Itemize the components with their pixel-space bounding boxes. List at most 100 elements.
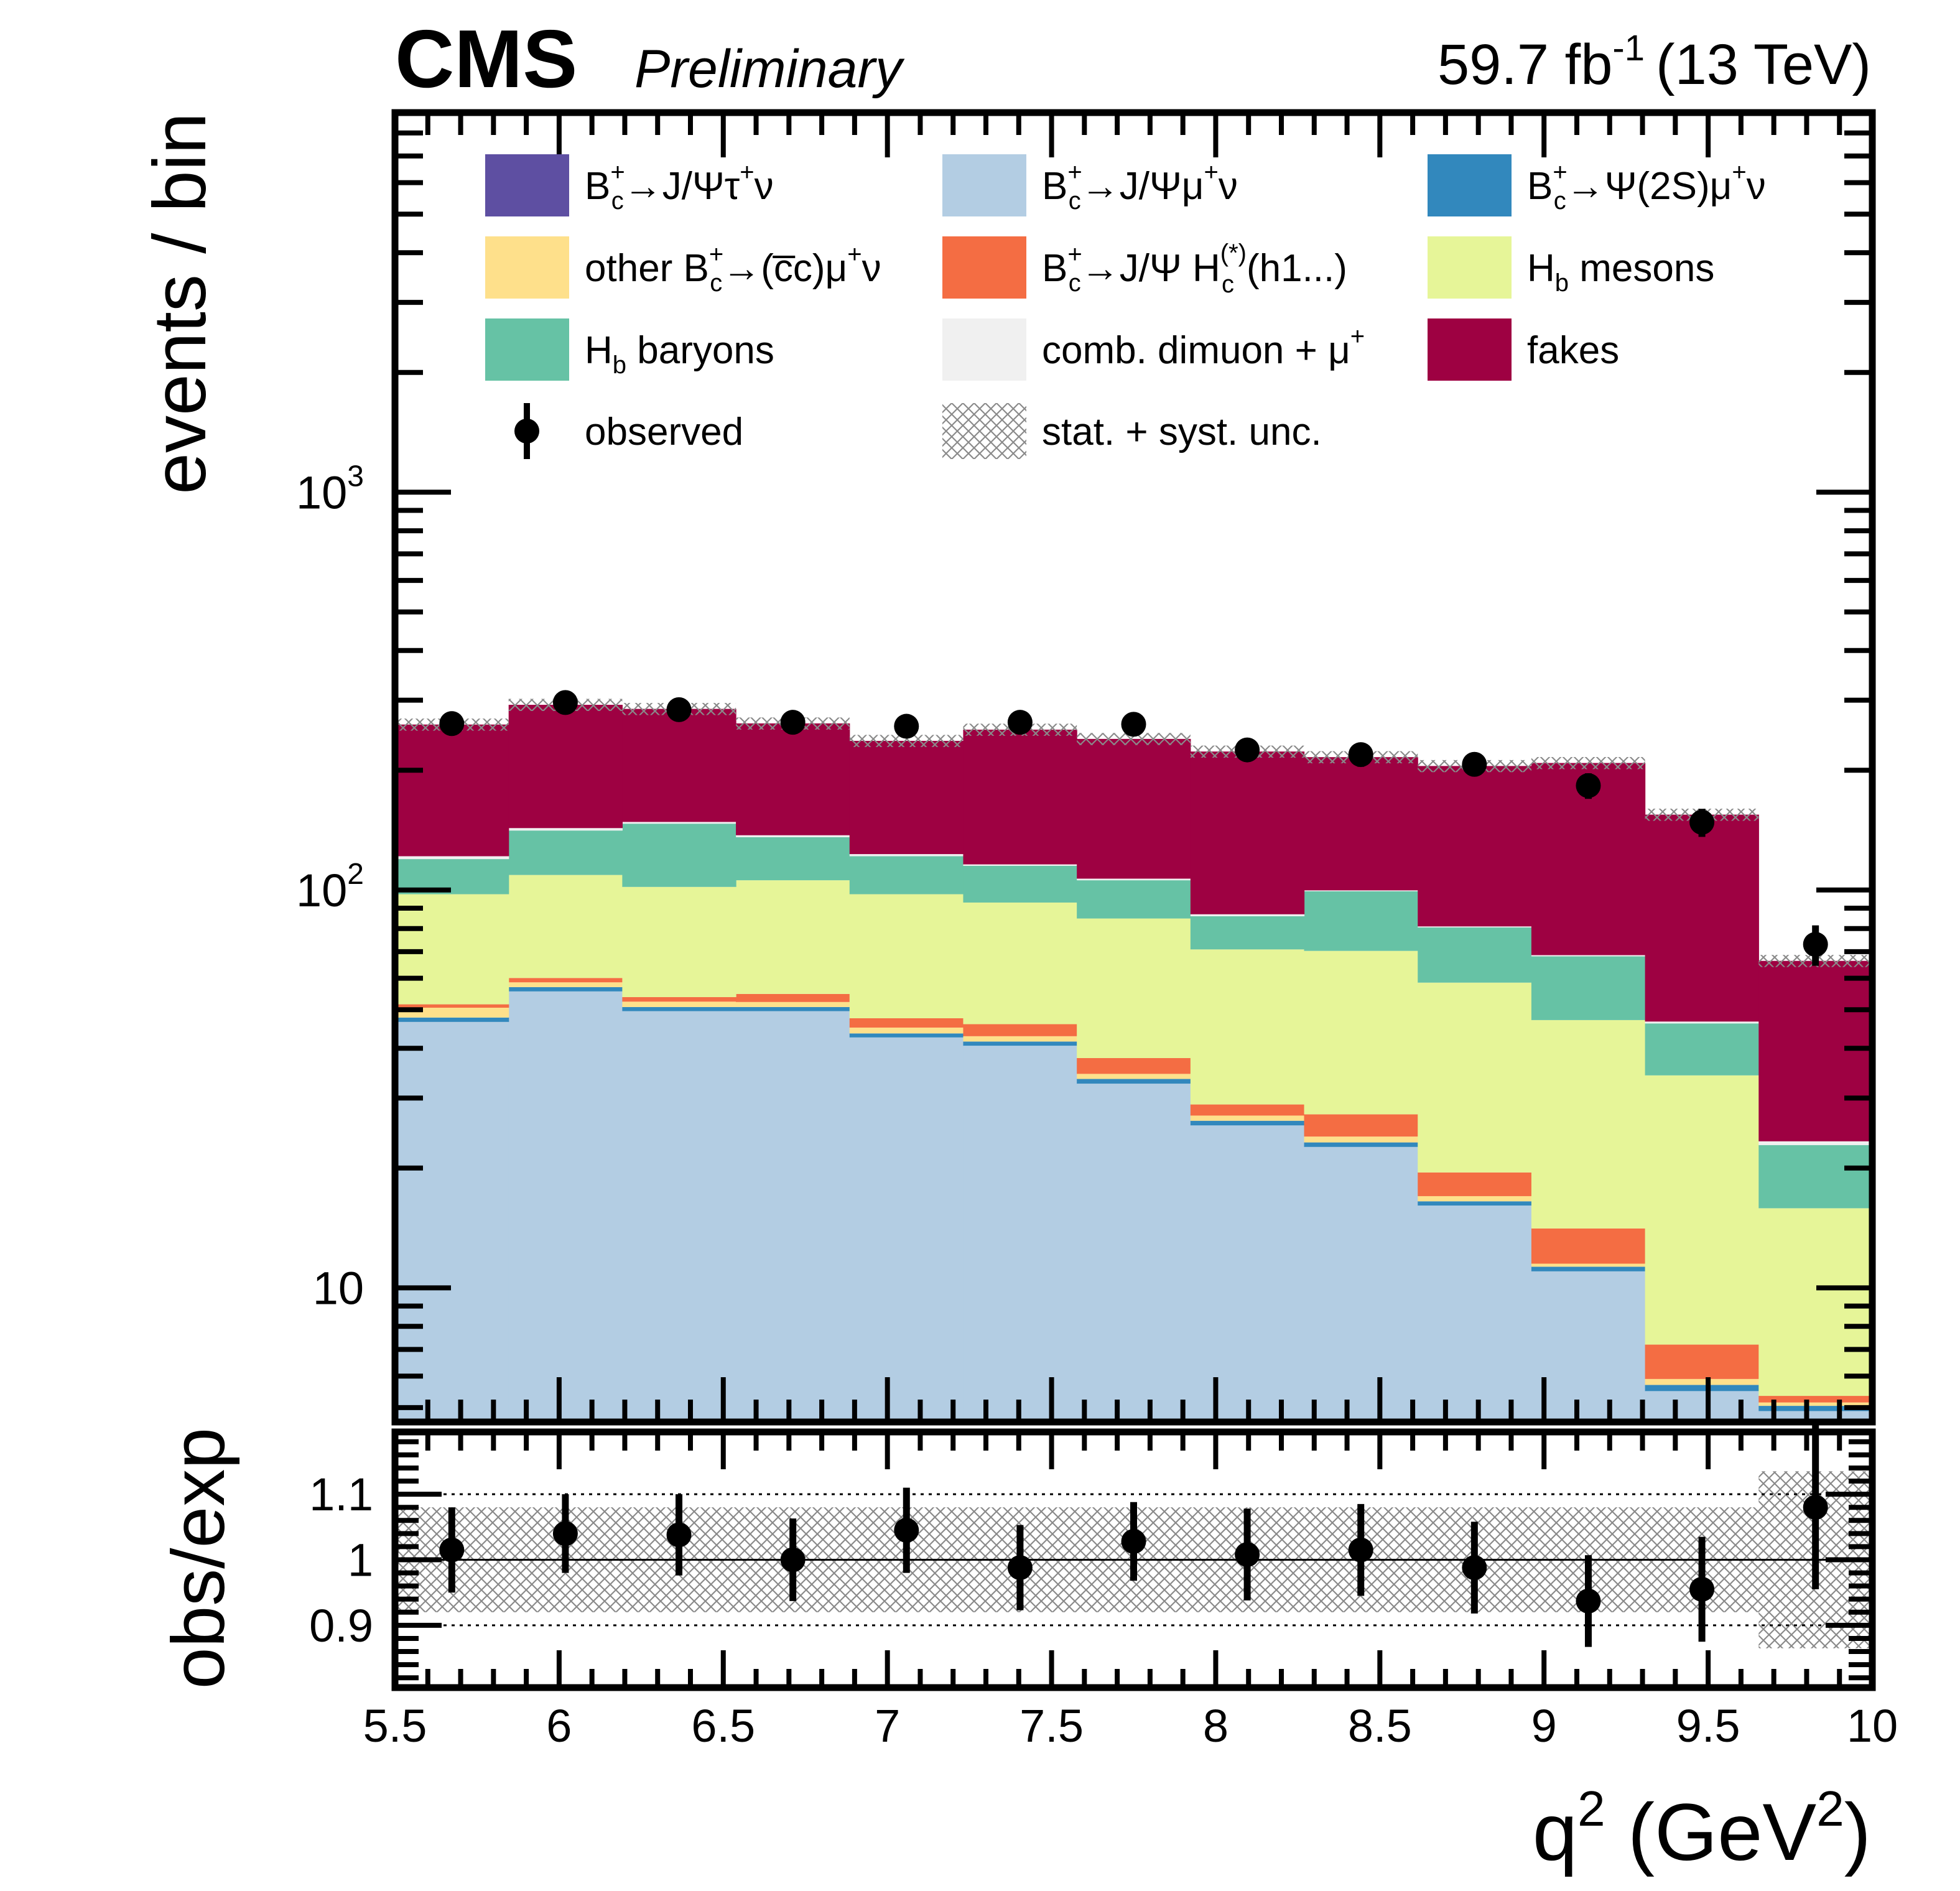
other_bc-bar <box>1645 1378 1759 1385</box>
legend-label-text: fakes <box>1527 329 1619 372</box>
bc_jpsi_mu-bar <box>963 1046 1077 1422</box>
hb_baryons-bar <box>508 830 623 875</box>
legend-label-text: B <box>1527 165 1553 208</box>
bc_jpsi_mu-bar <box>508 991 623 1422</box>
hb_mesons-bar <box>1077 918 1191 1059</box>
legend-label-text: H <box>585 329 613 372</box>
legend-label-sub: c <box>710 269 722 297</box>
hb_baryons-bar <box>736 837 850 881</box>
comb_dimuon-bar <box>1645 1021 1759 1024</box>
legend-entry: B+ c→J/Ψ H(*) c (h1...) <box>942 236 1347 299</box>
bc_jpsi_hc-bar <box>1304 1114 1418 1137</box>
comb_dimuon-bar <box>849 854 964 857</box>
other_bc-bar <box>736 1001 850 1007</box>
bc_psi2s_mu-bar <box>849 1033 964 1038</box>
x-tick-label: 8 <box>1203 1700 1228 1752</box>
hb_mesons-bar <box>849 894 964 1018</box>
legend-label-text: B <box>585 165 610 208</box>
legend-entry: observed <box>514 403 743 459</box>
legend-label-sup: + <box>1350 323 1365 350</box>
comb_dimuon-bar <box>622 822 736 824</box>
legend-label-sub: c <box>1069 269 1081 297</box>
hb_mesons-bar <box>508 875 623 978</box>
legend-label-sub: c <box>1222 271 1234 298</box>
legend-label-sup: + <box>1067 241 1082 268</box>
bc_jpsi_hc-bar <box>1645 1344 1759 1379</box>
legend-entry: fakes <box>1428 318 1619 381</box>
observed-point <box>666 697 692 722</box>
x-tick-label: 7.5 <box>1019 1700 1084 1752</box>
x-title-base: q <box>1533 1786 1577 1877</box>
legend-label-text: stat. + syst. unc. <box>1042 411 1322 453</box>
legend-swatch <box>942 318 1026 381</box>
legend-label: B+ c→J/Ψ H(*) c (h1...) <box>1042 239 1347 298</box>
bc_jpsi_hc-bar <box>508 978 623 983</box>
legend-swatch <box>1428 154 1512 216</box>
unc-hatch <box>1531 757 1645 769</box>
ratio-point <box>894 1518 919 1543</box>
hb_mesons-bar <box>963 902 1077 1024</box>
stacked-histogram <box>395 705 1872 1422</box>
observed-point <box>1348 742 1373 768</box>
other_bc-bar <box>1077 1074 1191 1079</box>
legend-label-text: H <box>1527 247 1555 290</box>
hb_mesons-bar <box>622 886 736 997</box>
bc_psi2s_mu-bar <box>1077 1079 1191 1084</box>
hb_mesons-bar <box>1418 982 1532 1173</box>
other_bc-bar <box>1758 1402 1872 1406</box>
legend-swatch <box>485 154 569 216</box>
bc_jpsi_mu-bar <box>622 1011 736 1422</box>
ratio-point <box>552 1521 578 1546</box>
bc_jpsi_hc-bar <box>1190 1104 1305 1116</box>
other_bc-bar <box>1190 1115 1305 1121</box>
observed-point <box>780 710 806 735</box>
legend-label-sup: + <box>1553 159 1567 186</box>
bc_psi2s_mu-bar <box>1758 1406 1872 1411</box>
fakes-bar <box>849 741 964 855</box>
bc_psi2s_mu-bar <box>1304 1142 1418 1147</box>
hb_mesons-bar <box>1304 950 1418 1115</box>
legend-label-sub: c <box>611 187 624 215</box>
legend-label-text: ν <box>1747 165 1766 208</box>
ratio-point <box>1576 1588 1601 1614</box>
bc_jpsi_hc-bar <box>736 993 850 1002</box>
observed-point <box>439 711 465 736</box>
legend-label-sup: + <box>1732 159 1746 186</box>
bc_jpsi_hc-bar <box>1758 1396 1872 1403</box>
ratio-point <box>1803 1495 1828 1520</box>
status-label: Preliminary <box>634 39 905 99</box>
legend-label-sup: + <box>1204 159 1218 186</box>
bc_jpsi_mu-bar <box>736 1011 850 1422</box>
legend-label-text: →(c̅c)μ <box>722 247 847 290</box>
legend-entry: other B+ c→(c̅c)μ+ν <box>485 236 881 299</box>
hb_baryons-bar <box>1190 916 1305 950</box>
bc_psi2s_mu-bar <box>1418 1201 1532 1206</box>
observed-points <box>439 690 1828 966</box>
lumi-value: 59.7 fb <box>1437 33 1612 96</box>
other_bc-bar <box>1304 1136 1418 1143</box>
bc_jpsi_mu-bar <box>1531 1271 1646 1422</box>
legend-label-text: →J/Ψμ <box>1081 165 1204 208</box>
top-y-axis-title: events / bin <box>138 113 221 495</box>
bc_psi2s_mu-bar <box>963 1041 1077 1046</box>
hb_mesons-bar <box>1758 1208 1872 1396</box>
bc_jpsi_mu-bar <box>395 1021 509 1422</box>
other_bc-bar <box>395 1007 509 1018</box>
bc_psi2s_mu-bar <box>622 1006 736 1011</box>
hb_baryons-bar <box>1304 891 1418 951</box>
legend-label-text: baryons <box>626 329 774 372</box>
hb_baryons-bar <box>1418 927 1532 983</box>
legend-label: B+ c→Ψ(2S)μ+ν <box>1527 159 1766 215</box>
legend-label-text: comb. dimuon + μ <box>1042 329 1350 372</box>
legend-marker-point <box>514 419 539 444</box>
bc_jpsi_hc-bar <box>1531 1228 1646 1264</box>
fakes-bar <box>736 723 850 835</box>
other_bc-bar <box>963 1036 1077 1042</box>
comb_dimuon-bar <box>395 856 509 860</box>
ratio-point <box>1689 1576 1715 1602</box>
legend-label-text: →J/Ψτ <box>624 165 740 208</box>
observed-point <box>552 690 578 715</box>
legend-entry: stat. + syst. unc. <box>942 403 1322 459</box>
